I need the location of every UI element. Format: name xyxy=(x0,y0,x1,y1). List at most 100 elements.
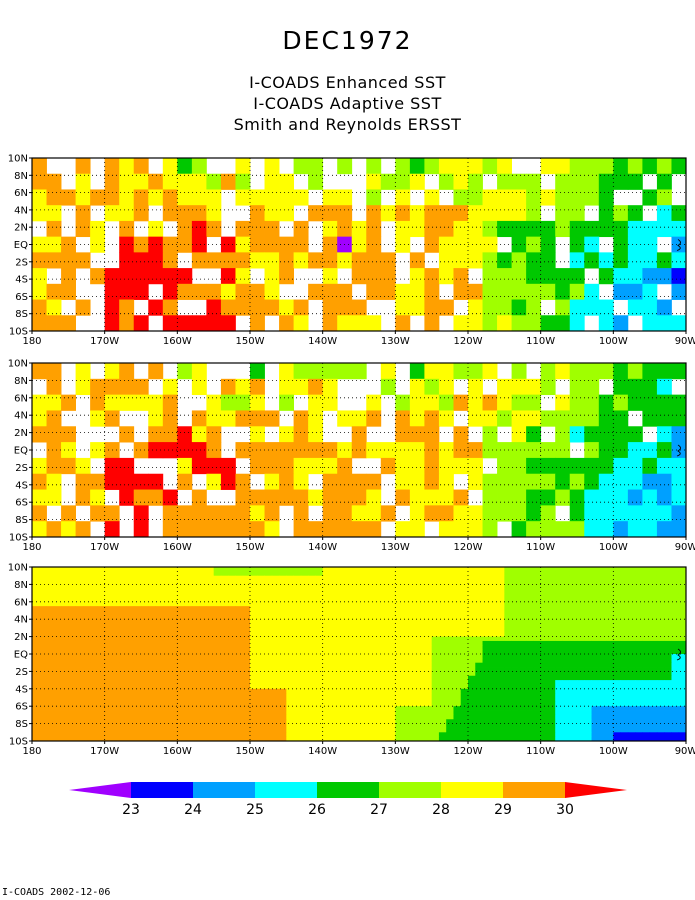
sst-cell xyxy=(475,627,483,633)
sst-cell xyxy=(366,688,374,694)
sst-cell xyxy=(577,701,585,707)
sst-cell xyxy=(518,736,527,742)
sst-cell xyxy=(329,684,338,690)
sst-cell xyxy=(656,593,665,598)
sst-cell xyxy=(671,410,687,427)
y-tick-label: 4S xyxy=(15,480,28,491)
sst-cell xyxy=(627,727,636,733)
sst-cell xyxy=(649,627,658,633)
sst-cell xyxy=(177,649,185,655)
sst-cell xyxy=(242,575,251,581)
sst-cell xyxy=(533,671,542,677)
sst-cell xyxy=(337,489,353,506)
sst-cell xyxy=(540,632,549,637)
sst-cell xyxy=(126,640,135,646)
sst-cell xyxy=(235,727,244,733)
sst-cell xyxy=(119,394,135,411)
sst-cell xyxy=(373,710,382,716)
sst-cell xyxy=(460,684,469,690)
sst-cell xyxy=(380,457,396,475)
sst-cell xyxy=(671,394,687,411)
sst-cell xyxy=(61,189,76,206)
sst-cell xyxy=(133,588,142,594)
sst-cell xyxy=(75,732,84,738)
sst-cell xyxy=(613,378,629,396)
sst-cell xyxy=(126,662,135,668)
sst-cell xyxy=(46,426,62,443)
sst-cell xyxy=(111,684,120,690)
sst-cell xyxy=(220,701,229,707)
sst-cell xyxy=(141,714,149,720)
sst-cell xyxy=(635,662,643,668)
sst-cell xyxy=(526,640,534,646)
sst-cell xyxy=(279,614,287,620)
sst-cell xyxy=(61,571,69,577)
sst-cell xyxy=(642,710,651,716)
sst-cell xyxy=(286,693,294,698)
sst-cell xyxy=(555,571,563,577)
sst-cell xyxy=(664,688,672,694)
sst-cell xyxy=(53,671,62,677)
sst-cell xyxy=(373,680,382,685)
sst-cell xyxy=(162,671,171,677)
sst-cell xyxy=(162,236,178,253)
sst-cell xyxy=(264,623,273,629)
sst-cell xyxy=(148,671,156,677)
sst-cell xyxy=(46,684,55,690)
sst-cell xyxy=(417,693,425,698)
sst-cell xyxy=(656,675,665,681)
sst-cell xyxy=(446,597,454,603)
sst-cell xyxy=(308,623,316,629)
sst-cell xyxy=(337,632,345,637)
sst-cell xyxy=(32,189,47,206)
sst-cell xyxy=(141,580,149,585)
sst-cell xyxy=(286,645,294,651)
sst-cell xyxy=(75,649,84,655)
sst-cell xyxy=(111,671,120,677)
sst-cell xyxy=(199,567,207,572)
sst-cell xyxy=(329,619,338,624)
sst-cell xyxy=(97,619,106,624)
sst-cell xyxy=(671,736,680,742)
sst-cell xyxy=(46,667,55,672)
sst-cell xyxy=(438,710,447,716)
sst-cell xyxy=(475,649,483,655)
sst-cell xyxy=(133,610,142,616)
sst-cell xyxy=(395,623,403,629)
sst-cell xyxy=(359,610,367,616)
sst-cell xyxy=(417,584,425,590)
sst-cell xyxy=(264,654,273,659)
sst-cell xyxy=(518,675,527,681)
sst-cell xyxy=(453,732,462,738)
sst-cell xyxy=(380,205,396,222)
sst-cell xyxy=(533,584,542,590)
sst-cell xyxy=(82,723,91,729)
sst-cell xyxy=(606,658,614,664)
sst-cell xyxy=(475,593,483,598)
sst-cell xyxy=(308,363,324,380)
sst-cell xyxy=(540,614,549,620)
sst-cell xyxy=(613,521,629,538)
sst-cell xyxy=(460,658,469,664)
sst-cell xyxy=(511,732,520,738)
sst-cell xyxy=(235,723,244,729)
sst-cell xyxy=(220,575,229,581)
sst-cell xyxy=(584,684,592,690)
sst-cell xyxy=(373,588,382,594)
sst-cell xyxy=(68,732,76,738)
sst-cell xyxy=(359,680,367,685)
sst-cell xyxy=(53,680,62,685)
sst-cell xyxy=(308,727,316,733)
sst-cell xyxy=(191,252,207,269)
sst-cell xyxy=(337,610,345,616)
sst-cell xyxy=(170,667,178,672)
sst-cell xyxy=(649,662,658,668)
sst-cell xyxy=(598,697,607,703)
sst-cell xyxy=(598,710,607,716)
sst-cell xyxy=(642,654,651,659)
sst-cell xyxy=(141,597,149,603)
sst-cell xyxy=(235,505,251,522)
sst-cell xyxy=(417,619,425,624)
sst-cell xyxy=(526,597,534,603)
subtitle-adaptive: I-COADS Adaptive SST xyxy=(253,94,442,113)
